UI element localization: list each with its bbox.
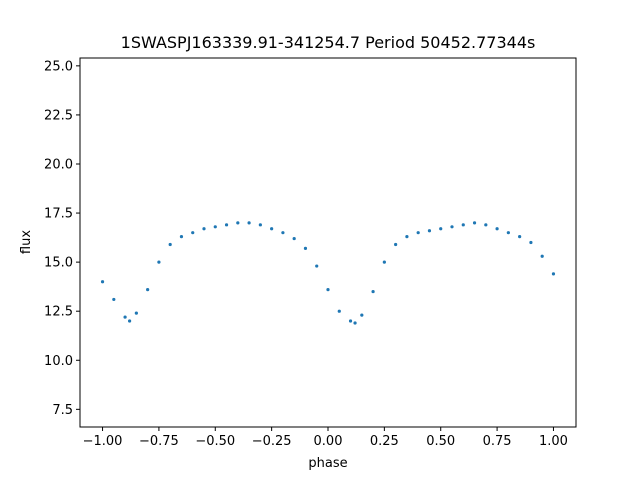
data-point [112, 297, 116, 302]
data-point [382, 260, 386, 264]
x-axis-label: phase [308, 456, 347, 471]
data-point [506, 231, 510, 235]
y-tick-label: 20.0 [44, 157, 73, 172]
data-point [236, 221, 240, 225]
data-point [292, 236, 296, 241]
data-point [348, 319, 353, 323]
x-axis: −1.00 −0.75 −0.50 −0.25 0.00 0.25 0.50 0.75 1.00 [83, 427, 568, 449]
data-point [394, 242, 398, 247]
y-tick-label: 15.0 [44, 256, 73, 271]
data-point [405, 235, 409, 239]
data-point [270, 227, 274, 231]
plot-area-frame [79, 57, 577, 428]
data-point [540, 254, 544, 258]
data-point [213, 225, 217, 229]
x-tick-label: −1.00 [83, 434, 123, 449]
data-point [134, 311, 138, 315]
x-tick-label: 1.00 [539, 434, 568, 449]
data-point [371, 289, 375, 294]
data-point [224, 223, 229, 227]
data-point [353, 321, 357, 325]
data-point [128, 319, 132, 323]
data-point [315, 264, 319, 268]
x-tick-label: −0.75 [139, 434, 179, 449]
data-point [281, 231, 285, 235]
data-point [179, 235, 184, 239]
y-tick-label: 25.0 [44, 59, 73, 74]
y-tick-label: 22.5 [44, 108, 73, 123]
data-point [303, 246, 308, 250]
data-point [360, 313, 364, 317]
x-tick-label: 0.75 [483, 434, 512, 449]
y-tick-label: 12.5 [44, 305, 73, 320]
data-point [202, 227, 206, 231]
y-tick-label: 10.0 [44, 354, 73, 369]
data-point [484, 223, 488, 227]
x-tick-label: 0.50 [426, 434, 455, 449]
data-point [551, 272, 556, 276]
data-point [495, 227, 499, 231]
data-point [100, 280, 105, 284]
data-point [191, 231, 195, 235]
data-point [337, 309, 341, 313]
data-point [247, 221, 251, 225]
data-point [326, 288, 330, 292]
x-tick-label: −0.25 [252, 434, 292, 449]
x-tick-label: 0.25 [370, 434, 399, 449]
data-point [258, 223, 262, 227]
y-axis: 7.5 10.0 12.5 15.0 17.5 20.0 22.5 25.0 [44, 59, 80, 418]
data-point [123, 315, 127, 319]
data-point [450, 225, 454, 229]
data-point [529, 240, 533, 245]
chart-title: 1SWASPJ163339.91-341254.7 Period 50452.7… [121, 33, 536, 52]
y-tick-label: 17.5 [44, 207, 73, 222]
data-point [461, 223, 465, 227]
data-point [439, 227, 443, 231]
data-point [157, 260, 161, 264]
x-tick-label: −0.50 [195, 434, 235, 449]
data-point [146, 288, 150, 292]
data-point [427, 229, 432, 233]
data-point [416, 231, 420, 235]
x-tick-label: 0.00 [314, 434, 343, 449]
y-tick-label: 7.5 [52, 403, 73, 418]
data-point [518, 235, 522, 239]
y-axis-label: flux [19, 230, 34, 254]
data-point [168, 242, 172, 247]
data-point [472, 221, 477, 225]
data-points [100, 221, 556, 325]
